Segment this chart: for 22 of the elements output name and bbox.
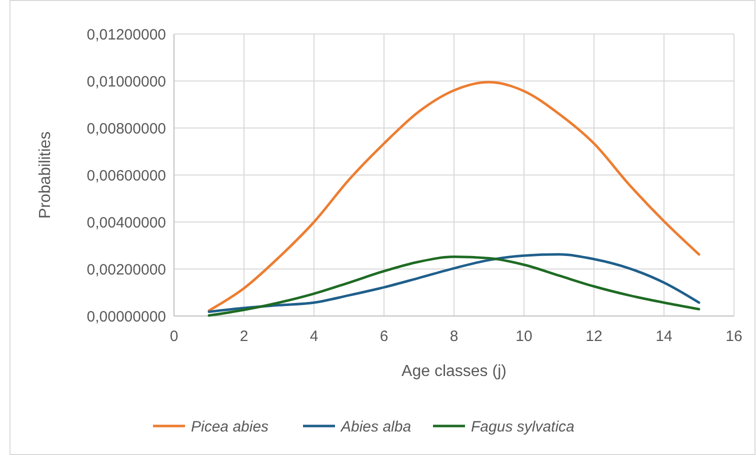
y-tick-label: 0,01000000 bbox=[86, 73, 166, 90]
x-tick-label: 12 bbox=[586, 328, 602, 345]
x-tick-label: 4 bbox=[310, 328, 318, 345]
y-axis-title: Probabilities bbox=[37, 131, 54, 219]
x-tick-label: 10 bbox=[516, 328, 532, 345]
x-tick-label: 2 bbox=[240, 328, 248, 345]
y-tick-label: 0,00000000 bbox=[86, 308, 166, 326]
x-tick-label: 0 bbox=[170, 328, 178, 345]
x-axis-title: Age classes (j) bbox=[402, 363, 506, 380]
y-tick-label: 0,00800000 bbox=[86, 120, 166, 138]
y-tick-label: 0,00200000 bbox=[86, 261, 166, 278]
legend-label: Fagus sylvatica bbox=[471, 418, 574, 436]
x-tick-label: 6 bbox=[380, 328, 388, 345]
y-tick-label: 0,00600000 bbox=[86, 167, 166, 184]
legend-label: Picea abies bbox=[191, 418, 270, 436]
y-tick-label: 0,00400000 bbox=[86, 214, 166, 232]
y-tick-label: 0,01200000 bbox=[86, 26, 166, 44]
x-tick-label: 8 bbox=[450, 328, 458, 345]
x-tick-label: 16 bbox=[726, 328, 742, 345]
line-series bbox=[208, 80, 700, 312]
legend-label: Abies alba bbox=[340, 418, 412, 436]
x-tick-label: 14 bbox=[656, 328, 672, 345]
